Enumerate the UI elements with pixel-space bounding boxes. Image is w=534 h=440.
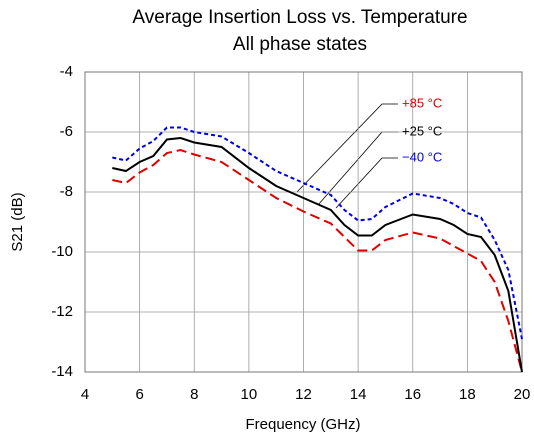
x-tick-label: 20 — [514, 386, 531, 403]
y-axis-title: S21 (dB) — [9, 192, 26, 251]
x-axis-title: Frequency (GHz) — [245, 416, 360, 433]
x-tick-label: 8 — [190, 386, 198, 403]
y-tick-label: -4 — [60, 63, 73, 80]
y-tick-label: -14 — [51, 363, 73, 380]
y-tick-label: -6 — [60, 123, 73, 140]
chart-subtitle: All phase states — [233, 34, 367, 55]
x-tick-label: 10 — [241, 386, 258, 403]
x-tick-label: 14 — [350, 386, 367, 403]
plot-frame — [84, 71, 523, 373]
leader-line — [296, 103, 398, 193]
x-tick-label: 12 — [295, 386, 312, 403]
y-tick-label: -8 — [60, 183, 73, 200]
x-tick-label: 4 — [81, 386, 89, 403]
series-line — [112, 126, 523, 340]
y-tick-label: -12 — [51, 303, 73, 320]
x-tick-label: 16 — [404, 386, 421, 403]
series-label: +25 °C — [402, 123, 442, 138]
series-label: +85 °C — [402, 95, 442, 110]
series-line — [112, 148, 523, 373]
chart-title: Average Insertion Loss vs. Temperature — [132, 7, 467, 28]
leader-line — [335, 157, 398, 209]
series-line — [112, 136, 523, 373]
series-label: −40 °C — [402, 149, 442, 164]
x-tick-label: 6 — [135, 386, 143, 403]
x-tick-label: 18 — [459, 386, 476, 403]
y-tick-label: -10 — [51, 243, 73, 260]
